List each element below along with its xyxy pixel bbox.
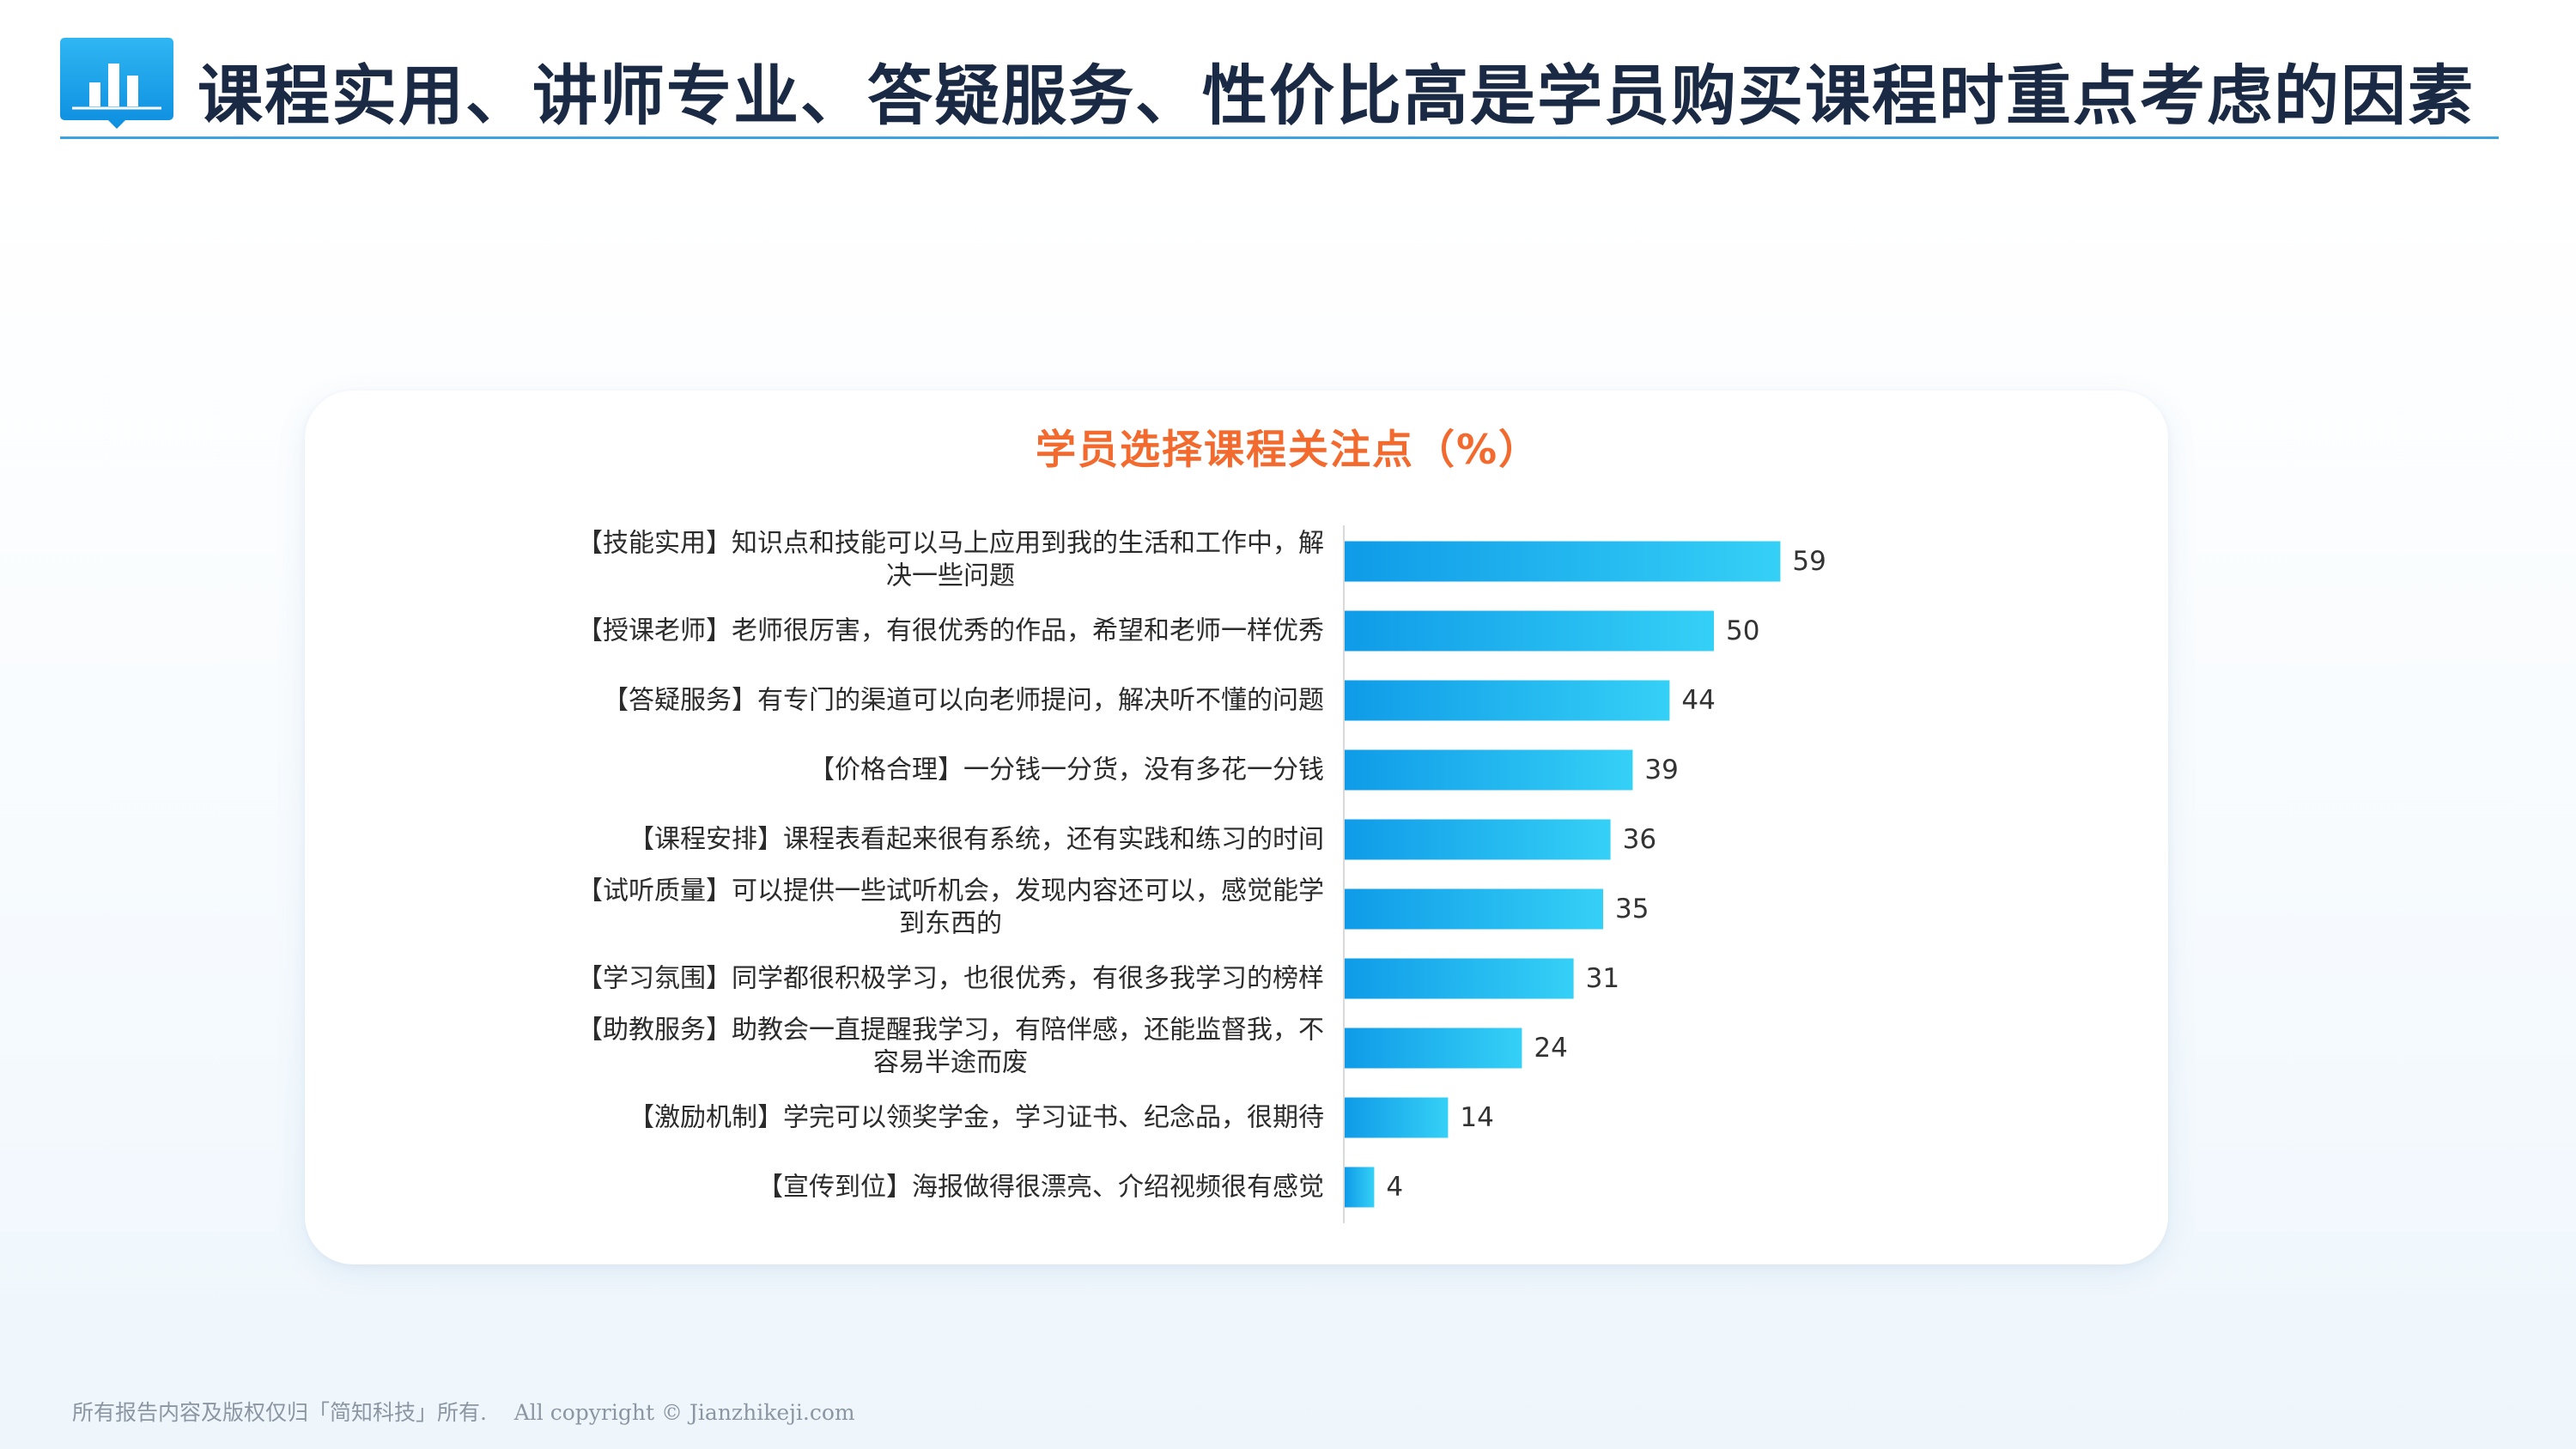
bar (1345, 680, 1670, 721)
bar (1345, 749, 1633, 791)
title-divider (60, 136, 2499, 139)
data-label: 50 (1726, 615, 1759, 646)
category-label: 【试听质量】可以提供一些试听机会，发现内容还可以，感觉能学到东西的 (577, 876, 1324, 939)
data-label: 4 (1386, 1172, 1403, 1203)
data-label: 36 (1623, 824, 1656, 855)
bar (1345, 1097, 1449, 1138)
bar (1345, 541, 1781, 582)
bar (1345, 888, 1603, 930)
category-label: 【授课老师】老师很厉害，有很优秀的作品，希望和老师一样优秀 (577, 616, 1324, 646)
chart-card (305, 391, 2168, 1264)
category-label: 【学习氛围】同学都很积极学习，也很优秀，有很多我学习的榜样 (577, 964, 1324, 994)
category-label: 【助教服务】助教会一直提醒我学习，有陪伴感，还能监督我，不容易半途而废 (577, 1016, 1324, 1078)
bar (1345, 958, 1574, 999)
bar-chart-book-icon (60, 38, 173, 129)
data-label: 39 (1644, 755, 1678, 785)
category-label: 【答疑服务】有专门的渠道可以向老师提问，解决听不懂的问题 (603, 686, 1324, 716)
chart-title: 学员选择课程关注点（%） (1035, 427, 1541, 474)
bar (1345, 819, 1611, 860)
category-label: 【课程安排】课程表看起来很有系统，还有实践和练习的时间 (629, 825, 1324, 855)
footer-copyright: 所有报告内容及版权仅归「简知科技」所有. All copyright © Jia… (72, 1400, 855, 1425)
bar (1345, 610, 1714, 652)
bar (1345, 1167, 1375, 1208)
category-label: 【价格合理】一分钱一分货，没有多花一分钱 (809, 755, 1324, 785)
bar (1345, 1028, 1522, 1069)
category-label: 【激励机制】学完可以领奖学金，学习证书、纪念品，很期待 (629, 1103, 1324, 1133)
data-label: 31 (1586, 963, 1619, 994)
data-label: 14 (1460, 1102, 1493, 1133)
data-label: 24 (1534, 1033, 1567, 1064)
page-title: 课程实用、讲师专业、答疑服务、性价比高是学员购买课程时重点考虑的因素 (197, 58, 2475, 134)
data-label: 59 (1792, 546, 1826, 577)
data-label: 44 (1681, 685, 1715, 716)
category-label: 【技能实用】知识点和技能可以马上应用到我的生活和工作中，解决一些问题 (577, 529, 1324, 591)
data-label: 35 (1615, 894, 1649, 925)
category-label: 【宣传到位】海报做得很漂亮、介绍视频很有感觉 (757, 1173, 1324, 1203)
